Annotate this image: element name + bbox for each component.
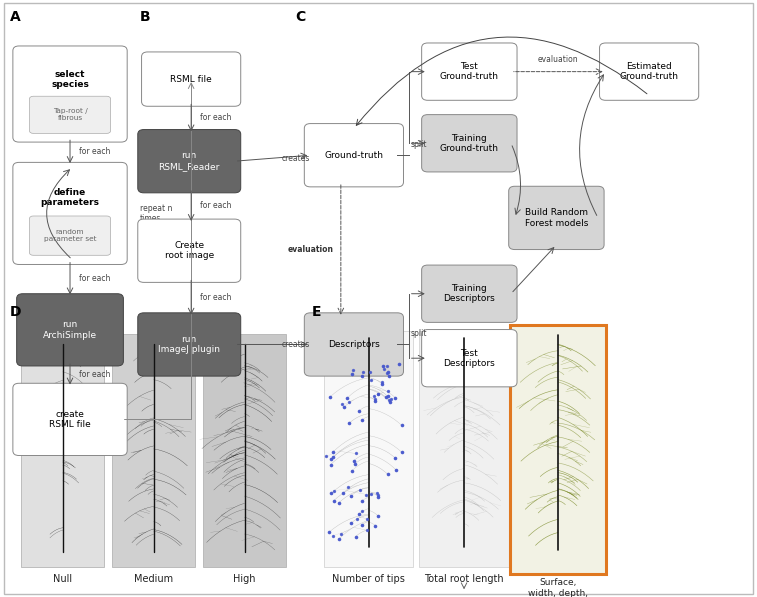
Text: for each: for each — [79, 274, 111, 283]
Text: repeat n
times: repeat n times — [140, 204, 173, 223]
FancyBboxPatch shape — [142, 52, 241, 106]
Bar — [419, 331, 509, 567]
Text: Null: Null — [53, 574, 73, 584]
Text: Test
Descriptors: Test Descriptors — [444, 349, 495, 368]
Text: evaluation: evaluation — [538, 56, 578, 64]
Text: for each: for each — [79, 147, 111, 156]
Text: B: B — [140, 10, 151, 24]
Text: run
ImageJ plugin: run ImageJ plugin — [158, 335, 220, 354]
Text: run
ArchiSimple: run ArchiSimple — [43, 320, 97, 340]
Text: define
parameters: define parameters — [41, 188, 99, 207]
FancyBboxPatch shape — [422, 330, 517, 387]
Text: Descriptors: Descriptors — [328, 340, 380, 349]
Bar — [21, 334, 104, 567]
FancyBboxPatch shape — [304, 313, 403, 376]
Text: Estimated
Ground-truth: Estimated Ground-truth — [620, 62, 678, 81]
FancyBboxPatch shape — [13, 383, 127, 456]
Bar — [324, 331, 413, 567]
Text: A: A — [10, 10, 20, 24]
Text: Number of tips: Number of tips — [332, 574, 405, 584]
Text: random
parameter set: random parameter set — [44, 229, 96, 242]
Text: High: High — [233, 574, 256, 584]
Text: for each: for each — [200, 293, 232, 302]
Text: RSML file: RSML file — [170, 75, 212, 84]
Text: C: C — [295, 10, 306, 24]
Text: Training
Descriptors: Training Descriptors — [444, 284, 495, 303]
Text: split: split — [411, 330, 428, 338]
Text: for each: for each — [200, 113, 232, 122]
Text: Ground-truth: Ground-truth — [325, 150, 383, 160]
FancyBboxPatch shape — [422, 43, 517, 100]
FancyBboxPatch shape — [600, 43, 699, 100]
Text: Surface,
width, depth,
center of mass: Surface, width, depth, center of mass — [524, 578, 592, 597]
FancyBboxPatch shape — [422, 115, 517, 172]
Bar — [112, 334, 195, 567]
FancyBboxPatch shape — [422, 265, 517, 322]
Text: Total root length: Total root length — [424, 574, 504, 584]
Text: create
RSML file: create RSML file — [49, 410, 91, 429]
Text: select
species: select species — [51, 70, 89, 89]
FancyBboxPatch shape — [4, 3, 753, 594]
Bar — [510, 325, 606, 574]
FancyBboxPatch shape — [138, 130, 241, 193]
FancyBboxPatch shape — [138, 219, 241, 282]
Text: Test
Ground-truth: Test Ground-truth — [440, 62, 499, 81]
FancyBboxPatch shape — [13, 162, 127, 264]
FancyBboxPatch shape — [30, 96, 111, 133]
FancyBboxPatch shape — [304, 124, 403, 187]
Text: Medium: Medium — [134, 574, 173, 584]
Text: for each: for each — [200, 201, 232, 211]
Text: split: split — [411, 140, 428, 149]
Text: E: E — [312, 306, 322, 319]
Text: creates: creates — [282, 153, 310, 163]
FancyBboxPatch shape — [30, 216, 111, 256]
Text: Build Random
Forest models: Build Random Forest models — [525, 208, 588, 227]
Text: D: D — [10, 306, 21, 319]
FancyBboxPatch shape — [13, 46, 127, 142]
Text: creates: creates — [282, 340, 310, 349]
FancyBboxPatch shape — [138, 313, 241, 376]
Text: run
RSML_Reader: run RSML_Reader — [158, 152, 220, 171]
Text: Create
root image: Create root image — [164, 241, 214, 260]
FancyBboxPatch shape — [17, 294, 123, 366]
Text: Training
Ground-truth: Training Ground-truth — [440, 134, 499, 153]
Text: for each: for each — [79, 370, 111, 379]
FancyBboxPatch shape — [509, 186, 604, 250]
Text: evaluation: evaluation — [287, 245, 333, 254]
Text: Tap-root /
fibrous: Tap-root / fibrous — [53, 108, 87, 121]
Bar — [203, 334, 286, 567]
